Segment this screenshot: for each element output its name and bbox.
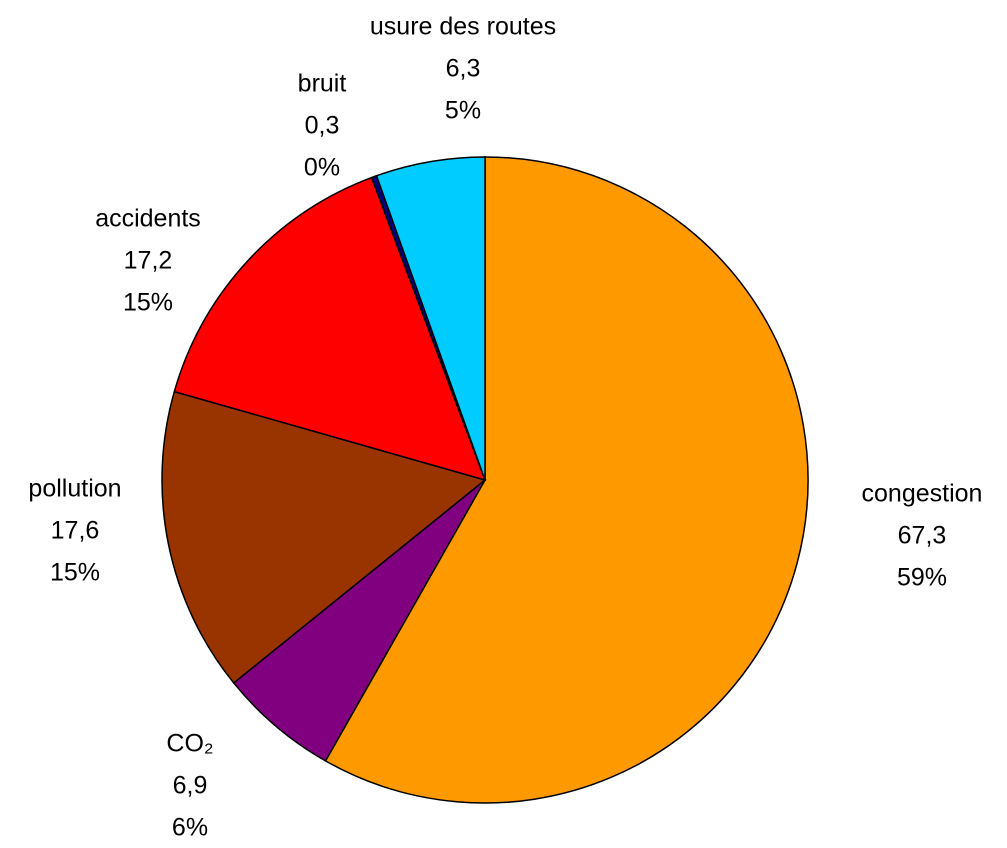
- slice-label: congestion: [862, 480, 983, 508]
- slice-label: pollution: [28, 475, 121, 503]
- slice-value: 17,6: [51, 517, 100, 545]
- slice-percent: 15%: [50, 559, 100, 587]
- slice-percent: 59%: [897, 564, 947, 592]
- slice-percent: 0%: [304, 154, 340, 182]
- pie-slice: [324, 156, 809, 804]
- slice-label: usure des routes: [370, 13, 556, 41]
- slice-label: accidents: [95, 205, 201, 233]
- slice-percent: 5%: [445, 97, 481, 125]
- pie-slice: [375, 156, 486, 481]
- slice-value: 6,9: [173, 772, 208, 800]
- slice-value: 0,3: [305, 112, 340, 140]
- slice-value: 67,3: [898, 522, 947, 550]
- slice-label: bruit: [298, 70, 347, 98]
- slice-percent: 6%: [172, 814, 208, 842]
- slice-percent: 15%: [123, 289, 173, 317]
- slice-value: 17,2: [124, 247, 173, 275]
- slice-value: 6,3: [446, 55, 481, 83]
- pie-slice: [161, 390, 487, 685]
- pie-slice: [173, 176, 487, 482]
- slice-label: CO₂: [166, 730, 213, 758]
- pie-slice: [232, 479, 486, 762]
